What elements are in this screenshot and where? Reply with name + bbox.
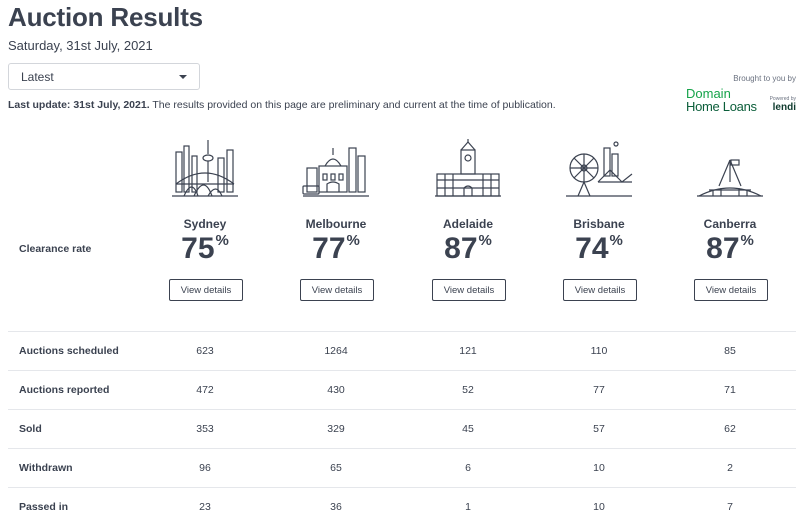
city-name: Canberra bbox=[703, 217, 757, 231]
table-cell: 6 bbox=[465, 462, 471, 474]
passed-in-label: Passed in bbox=[19, 501, 69, 513]
domain-logo-text: Domain bbox=[686, 86, 731, 101]
select-value: Latest bbox=[21, 69, 54, 84]
table-cell: 7 bbox=[727, 501, 733, 513]
table-cell: 121 bbox=[459, 345, 477, 357]
auctions-reported-label: Auctions reported bbox=[19, 384, 110, 396]
last-update-date: Last update: 31st July, 2021. bbox=[8, 99, 150, 111]
brisbane-skyline-icon bbox=[566, 141, 633, 197]
last-update-note: Last update: 31st July, 2021. The result… bbox=[8, 99, 556, 111]
table-cell: 65 bbox=[330, 462, 342, 474]
home-loans-logo-text: Home Loans bbox=[686, 99, 757, 114]
sponsor-logo[interactable]: Brought to you by Domain Home Loans Powe… bbox=[686, 74, 796, 114]
table-cell: 1 bbox=[465, 501, 471, 513]
city-column-canberra: Canberra 87% View details bbox=[664, 138, 796, 301]
city-name: Sydney bbox=[183, 217, 227, 231]
city-name: Melbourne bbox=[305, 217, 367, 231]
chevron-down-icon bbox=[179, 74, 187, 79]
divider bbox=[8, 409, 796, 410]
divider bbox=[8, 370, 796, 371]
view-details-button-canberra[interactable]: View details bbox=[694, 279, 768, 301]
adelaide-town-hall-icon bbox=[435, 139, 501, 197]
view-details-button-adelaide[interactable]: View details bbox=[432, 279, 506, 301]
table-cell: 10 bbox=[593, 462, 605, 474]
last-update-text: The results provided on this page are pr… bbox=[149, 99, 556, 111]
table-cell: 71 bbox=[724, 384, 736, 396]
table-cell: 77 bbox=[593, 384, 605, 396]
divider bbox=[8, 487, 796, 488]
table-cell: 36 bbox=[330, 501, 342, 513]
canberra-parliament-icon bbox=[697, 159, 763, 197]
table-cell: 2 bbox=[727, 462, 733, 474]
divider bbox=[8, 331, 796, 332]
clearance-rate-label: Clearance rate bbox=[19, 243, 92, 255]
powered-by-label: Powered by bbox=[769, 96, 796, 102]
city-name: Brisbane bbox=[573, 217, 625, 231]
auctions-scheduled-label: Auctions scheduled bbox=[19, 345, 119, 357]
view-details-button-melbourne[interactable]: View details bbox=[300, 279, 374, 301]
table-cell: 623 bbox=[196, 345, 214, 357]
city-column-adelaide: Adelaide 87% View details bbox=[402, 138, 534, 301]
city-name: Adelaide bbox=[442, 217, 493, 231]
results-period-select[interactable]: Latest bbox=[8, 63, 200, 90]
withdrawn-label: Withdrawn bbox=[19, 462, 73, 474]
sold-label: Sold bbox=[19, 423, 42, 435]
melbourne-skyline-icon bbox=[302, 147, 369, 197]
table-cell: 85 bbox=[724, 345, 736, 357]
table-cell: 472 bbox=[196, 384, 214, 396]
clearance-rate-value: 77% bbox=[312, 232, 360, 265]
brought-to-you-label: Brought to you by bbox=[733, 74, 796, 83]
page-date: Saturday, 31st July, 2021 bbox=[8, 38, 153, 53]
view-details-button-brisbane[interactable]: View details bbox=[563, 279, 637, 301]
sydney-skyline-icon bbox=[172, 140, 238, 197]
clearance-rate-value: 74% bbox=[575, 232, 623, 265]
page-title: Auction Results bbox=[8, 2, 203, 32]
table-cell: 353 bbox=[196, 423, 214, 435]
divider bbox=[8, 448, 796, 449]
clearance-rate-value: 87% bbox=[444, 232, 492, 265]
city-column-brisbane: Brisbane 74% View details bbox=[533, 138, 665, 301]
table-cell: 1264 bbox=[324, 345, 348, 357]
clearance-rate-value: 87% bbox=[706, 232, 754, 265]
table-cell: 110 bbox=[590, 345, 608, 357]
clearance-rate-value: 75% bbox=[181, 232, 229, 265]
view-details-button-sydney[interactable]: View details bbox=[169, 279, 243, 301]
table-cell: 96 bbox=[199, 462, 211, 474]
table-cell: 329 bbox=[327, 423, 345, 435]
table-cell: 23 bbox=[199, 501, 211, 513]
table-cell: 10 bbox=[593, 501, 605, 513]
city-column-melbourne: Melbourne 77% View details bbox=[270, 138, 402, 301]
city-column-sydney: Sydney 75% View details bbox=[139, 138, 271, 301]
table-cell: 45 bbox=[462, 423, 474, 435]
table-cell: 430 bbox=[327, 384, 345, 396]
table-cell: 52 bbox=[462, 384, 474, 396]
lendi-logo-text: lendi bbox=[772, 102, 796, 113]
table-cell: 57 bbox=[593, 423, 605, 435]
table-cell: 62 bbox=[724, 423, 736, 435]
